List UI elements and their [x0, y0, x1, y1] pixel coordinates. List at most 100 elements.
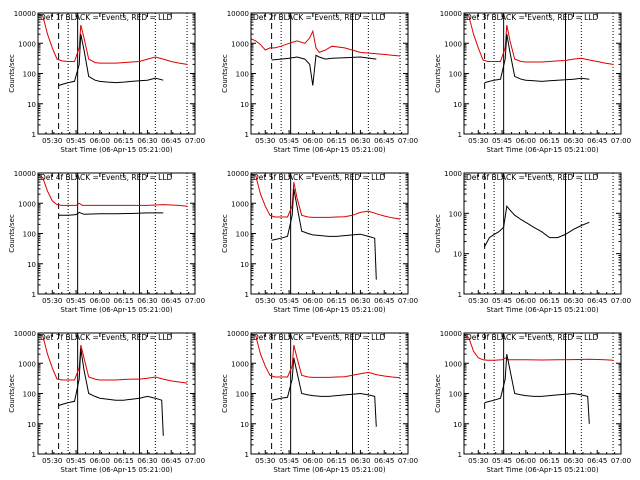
y-axis-label: Counts/sec — [434, 54, 442, 93]
y-tick-label: 1 — [458, 451, 462, 459]
series-line-events — [271, 188, 377, 280]
panel-det-2f: 1 10 100 1000 10000 05:30 05:45 06:00 06:15 06:30… — [221, 10, 418, 154]
x-tick-label: 05:30 — [468, 297, 488, 305]
x-tick-label: 06:00 — [516, 457, 536, 465]
plot-frame — [463, 172, 622, 295]
panel-det-9f: 1 10 100 1000 10000 05:30 05:45 06:00 06:15 06:30… — [434, 330, 631, 474]
x-tick-label: 06:00 — [303, 457, 323, 465]
panel-det-5f: 1 10 100 1000 10000 05:30 05:45 06:00 06:15 06:30… — [221, 170, 418, 314]
y-axis-label: Counts/sec — [434, 214, 442, 253]
y-tick-label: 10 — [453, 251, 462, 259]
x-tick-label: 06:15 — [540, 137, 560, 145]
panel-title: Det 3f BLACK = Events, RED = LLD — [466, 13, 599, 22]
x-tick-label: 06:45 — [161, 137, 181, 145]
x-tick-label: 06:00 — [90, 297, 110, 305]
x-tick-label: 05:45 — [279, 297, 299, 305]
x-axis-label: Start Time (06-Apr-15 05:21:00) — [60, 146, 172, 154]
panel-det-4f: 1 10 100 1000 10000 05:30 05:45 06:00 06:15 06:30… — [8, 170, 205, 314]
plot-frame — [37, 12, 196, 135]
y-tick-label: 10 — [27, 101, 36, 109]
series-line-events — [58, 34, 164, 86]
y-tick-label: 1000 — [444, 360, 462, 368]
x-tick-label: 05:45 — [492, 137, 512, 145]
y-axis-label: Counts/sec — [221, 214, 229, 253]
x-tick-label: 06:15 — [114, 457, 134, 465]
y-tick-label: 10000 — [227, 10, 249, 18]
y-tick-label: 1 — [32, 131, 36, 139]
y-tick-label: 100 — [236, 391, 249, 399]
x-tick-label: 06:45 — [161, 297, 181, 305]
y-tick-label: 1000 — [444, 170, 462, 178]
y-tick-label: 10000 — [14, 170, 36, 178]
plot-frame — [463, 332, 622, 455]
y-tick-label: 10000 — [227, 330, 249, 338]
x-tick-label: 06:15 — [540, 297, 560, 305]
x-tick-label: 06:00 — [516, 137, 536, 145]
y-tick-label: 10000 — [440, 10, 462, 18]
x-tick-label: 06:15 — [114, 297, 134, 305]
y-tick-label: 10 — [453, 421, 462, 429]
x-axis-label: Start Time (06-Apr-15 05:21:00) — [273, 466, 385, 474]
y-tick-label: 1000 — [231, 360, 249, 368]
series-line-lld — [38, 173, 188, 207]
panel-title: Det 6f BLACK = Events, RED = LLD — [466, 173, 599, 182]
y-tick-label: 1000 — [18, 40, 36, 48]
y-axis-label: Counts/sec — [8, 374, 16, 413]
x-tick-label: 06:30 — [563, 297, 583, 305]
x-tick-label: 06:30 — [350, 137, 370, 145]
series-line-events — [484, 205, 590, 247]
panel-det-3f: 1 10 100 1000 10000 05:30 05:45 06:00 06:15 06:30… — [434, 10, 631, 154]
x-axis-label: Start Time (06-Apr-15 05:21:00) — [60, 466, 172, 474]
x-tick-label: 06:00 — [90, 137, 110, 145]
y-tick-label: 100 — [23, 231, 36, 239]
y-tick-label: 100 — [23, 71, 36, 79]
y-tick-label: 1 — [32, 291, 36, 299]
x-tick-label: 06:45 — [374, 297, 394, 305]
x-tick-label: 07:00 — [185, 137, 205, 145]
x-tick-label: 05:30 — [255, 137, 275, 145]
x-tick-label: 05:30 — [255, 457, 275, 465]
x-tick-label: 06:30 — [350, 457, 370, 465]
x-tick-label: 07:00 — [611, 457, 631, 465]
y-tick-label: 10 — [240, 261, 249, 269]
series-line-events — [58, 211, 164, 216]
x-tick-label: 06:15 — [540, 457, 560, 465]
x-tick-label: 06:45 — [587, 297, 607, 305]
x-tick-label: 05:30 — [42, 457, 62, 465]
panel-det-8f: 1 10 100 1000 10000 05:30 05:45 06:00 06:15 06:30… — [221, 330, 418, 474]
y-tick-label: 10 — [27, 421, 36, 429]
x-tick-label: 06:30 — [563, 457, 583, 465]
x-tick-label: 05:45 — [66, 457, 86, 465]
x-tick-label: 06:00 — [516, 297, 536, 305]
panel-title: Det 9f BLACK = Events, RED = LLD — [466, 333, 599, 342]
x-tick-label: 05:45 — [66, 137, 86, 145]
x-tick-label: 07:00 — [185, 457, 205, 465]
y-tick-label: 100 — [23, 391, 36, 399]
y-tick-label: 1000 — [231, 200, 249, 208]
panel-title: Det 8f BLACK = Events, RED = LLD — [253, 333, 386, 342]
x-axis-label: Start Time (06-Apr-15 05:21:00) — [273, 146, 385, 154]
x-tick-label: 06:00 — [303, 137, 323, 145]
x-tick-label: 06:45 — [374, 137, 394, 145]
y-tick-label: 1 — [458, 291, 462, 299]
x-tick-label: 06:30 — [137, 457, 157, 465]
x-tick-label: 06:15 — [114, 137, 134, 145]
y-tick-label: 100 — [449, 210, 462, 218]
plot-frame — [37, 172, 196, 295]
y-tick-label: 10000 — [14, 330, 36, 338]
series-line-events — [58, 348, 164, 436]
x-tick-label: 05:45 — [492, 457, 512, 465]
x-tick-label: 05:45 — [279, 457, 299, 465]
series-line-events — [484, 354, 590, 424]
y-axis-label: Counts/sec — [221, 54, 229, 93]
y-tick-label: 10000 — [14, 10, 36, 18]
x-axis-label: Start Time (06-Apr-15 05:21:00) — [486, 466, 598, 474]
x-axis-label: Start Time (06-Apr-15 05:21:00) — [486, 146, 598, 154]
y-tick-label: 1000 — [18, 200, 36, 208]
panel-det-7f: 1 10 100 1000 10000 05:30 05:45 06:00 06:15 06:30… — [8, 330, 205, 474]
x-tick-label: 05:30 — [42, 297, 62, 305]
x-tick-label: 07:00 — [611, 297, 631, 305]
y-axis-label: Counts/sec — [221, 374, 229, 413]
y-tick-label: 1 — [245, 131, 249, 139]
x-tick-label: 06:45 — [161, 457, 181, 465]
